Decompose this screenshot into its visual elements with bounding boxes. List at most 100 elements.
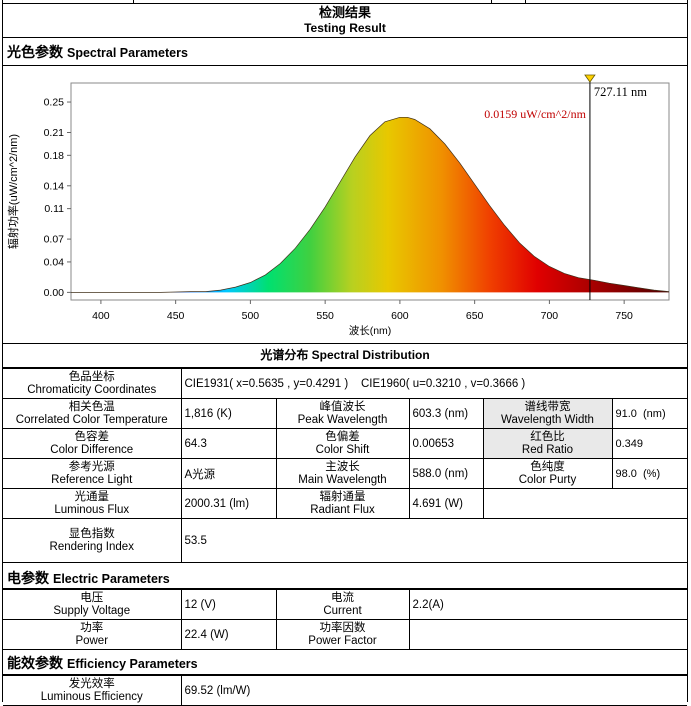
electric-table: 电压 Supply Voltage 12 (V) 电流 Current 2.2(A)… bbox=[3, 589, 687, 650]
radiant-flux-value: 4.691 (W) bbox=[408, 488, 484, 519]
y-tick-label: 0.07 bbox=[44, 234, 65, 246]
section-efficiency-cn: 能效参数 bbox=[7, 655, 63, 671]
peak-wavelength-value: 603.3 (nm) bbox=[408, 398, 484, 429]
label-cn: 色品坐标 bbox=[68, 370, 115, 383]
label-en: Luminous Efficiency bbox=[40, 690, 143, 703]
color-shift-value: 0.00653 bbox=[408, 428, 484, 459]
wavelength-width-value: 91.0 (nm) bbox=[611, 398, 687, 429]
label-cn: 主波长 bbox=[325, 460, 360, 473]
label-en: Supply Voltage bbox=[53, 604, 131, 617]
chromaticity-value: CIE1931( x=0.5635 , y=0.4291 ) CIE1960( … bbox=[180, 368, 687, 399]
label-cn: 功率因数 bbox=[319, 621, 366, 634]
x-tick-label: 550 bbox=[316, 310, 334, 322]
y-tick-label: 0.14 bbox=[44, 180, 65, 192]
power-value: 22.4 (W) bbox=[180, 619, 277, 650]
label-cn: 电压 bbox=[80, 591, 104, 604]
current-value: 2.2(A) bbox=[408, 589, 687, 620]
label-en: Color Difference bbox=[50, 443, 134, 456]
label-en: Radiant Flux bbox=[310, 503, 375, 516]
luminous-flux-label: 光通量 Luminous Flux bbox=[3, 488, 182, 519]
main-wavelength-value: 588.0 (nm) bbox=[408, 458, 484, 489]
luminous-efficiency-value: 69.52 (lm/W) bbox=[180, 675, 687, 706]
empty-cell bbox=[482, 488, 687, 519]
cct-value: 1,816 (K) bbox=[180, 398, 277, 429]
y-tick-label: 0.04 bbox=[44, 256, 65, 268]
section-electric: 电参数 Electric Parameters bbox=[3, 562, 687, 589]
reference-light-label: 参考光源 Reference Light bbox=[3, 458, 182, 489]
label-en: Power Factor bbox=[308, 634, 377, 647]
spectrum-chart: 0.00 0.04 0.07 0.11 0.14 0.18 0.21 0.25 400 450 5… bbox=[6, 74, 670, 337]
power-label: 功率 Power bbox=[3, 619, 182, 650]
color-shift-label: 色偏差 Color Shift bbox=[275, 428, 410, 459]
section-spectral-en: Spectral Parameters bbox=[67, 46, 188, 60]
cursor-marker-icon[interactable] bbox=[584, 74, 596, 83]
y-tick-label: 0.00 bbox=[44, 287, 65, 299]
label-cn: 发光效率 bbox=[68, 677, 115, 690]
x-tick-label: 650 bbox=[466, 310, 484, 322]
table-row: 发光效率 Luminous Efficiency 69.52 (lm/W) bbox=[3, 675, 687, 706]
table-row: 电压 Supply Voltage 12 (V) 电流 Current 2.2(A) bbox=[3, 589, 687, 620]
luminous-efficiency-label: 发光效率 Luminous Efficiency bbox=[3, 675, 182, 706]
section-spectral: 光色参数 Spectral Parameters bbox=[3, 38, 687, 66]
table-row: 色品坐标 Chromaticity Coordinates CIE1931( x=… bbox=[3, 368, 687, 399]
section-electric-en: Electric Parameters bbox=[53, 572, 170, 586]
label-cn: 峰值波长 bbox=[319, 400, 366, 413]
voltage-label: 电压 Supply Voltage bbox=[3, 589, 182, 620]
rendering-index-label: 显色指数 Rendering Index bbox=[3, 518, 182, 563]
title-cn: 检测结果 bbox=[318, 5, 371, 20]
top-strip bbox=[3, 0, 687, 4]
radiant-flux-label: 辐射通量 Radiant Flux bbox=[275, 488, 410, 519]
y-axis-label: 辐射功率(uW/cm^2/nm) bbox=[6, 134, 20, 249]
table-row: 相关色温 Correlated Color Temperature 1,816 (… bbox=[3, 398, 687, 429]
power-factor-label: 功率因数 Power Factor bbox=[275, 619, 410, 650]
section-spectral-cn: 光色参数 bbox=[7, 44, 63, 60]
label-en: Power bbox=[75, 634, 109, 647]
section-efficiency: 能效参数 Efficiency Parameters bbox=[3, 649, 687, 675]
wavelength-width-label: 谱线带宽 Wavelength Width bbox=[482, 398, 613, 429]
y-tick-label: 0.18 bbox=[44, 150, 65, 162]
y-tick-label: 0.21 bbox=[44, 127, 65, 139]
title-en: Testing Result bbox=[304, 21, 386, 35]
x-tick-label: 600 bbox=[391, 310, 409, 322]
distribution-header: 光谱分布 Spectral Distribution bbox=[3, 343, 687, 368]
chromaticity-label: 色品坐标 Chromaticity Coordinates bbox=[3, 368, 182, 399]
label-cn: 色纯度 bbox=[530, 460, 565, 473]
label-en: Red Ratio bbox=[521, 443, 574, 456]
x-tick-label: 400 bbox=[92, 310, 110, 322]
x-tick-group: 400 450 500 550 600 650 700 750 bbox=[92, 300, 633, 322]
red-ratio-value: 0.349 bbox=[611, 428, 687, 459]
label-en: Luminous Flux bbox=[54, 503, 130, 516]
x-tick-label: 700 bbox=[541, 310, 559, 322]
label-en: Current bbox=[323, 604, 362, 617]
current-label: 电流 Current bbox=[275, 589, 410, 620]
peak-wavelength-label: 峰值波长 Peak Wavelength bbox=[275, 398, 410, 429]
cursor-y-readout: 0.0159 uW/cm^2/nm bbox=[484, 107, 586, 121]
label-cn: 参考光源 bbox=[68, 460, 115, 473]
luminous-flux-value: 2000.31 (lm) bbox=[180, 488, 277, 519]
cursor-x-readout: 727.11 nm bbox=[594, 85, 647, 99]
label-en: Correlated Color Temperature bbox=[15, 413, 168, 426]
color-purity-value: 98.0 (%) bbox=[611, 458, 687, 489]
label-cn: 电流 bbox=[331, 591, 354, 604]
section-electric-cn: 电参数 bbox=[7, 570, 49, 586]
report-title: 检测结果 Testing Result bbox=[3, 3, 687, 38]
rendering-index-value: 53.5 bbox=[180, 518, 687, 563]
power-factor-value bbox=[408, 619, 687, 650]
label-en: Reference Light bbox=[51, 473, 133, 486]
spectrum-outline bbox=[71, 116, 670, 293]
label-en: Main Wavelength bbox=[298, 473, 387, 486]
label-cn: 红色比 bbox=[530, 430, 565, 443]
cct-label: 相关色温 Correlated Color Temperature bbox=[3, 398, 182, 429]
x-tick-label: 750 bbox=[615, 310, 633, 322]
y-tick-label: 0.25 bbox=[44, 97, 65, 109]
main-wavelength-label: 主波长 Main Wavelength bbox=[275, 458, 410, 489]
x-tick-label: 450 bbox=[167, 310, 185, 322]
red-ratio-label: 红色比 Red Ratio bbox=[482, 428, 613, 459]
label-cn: 辐射通量 bbox=[319, 490, 366, 503]
color-difference-value: 64.3 bbox=[180, 428, 277, 459]
label-cn: 色容差 bbox=[74, 430, 110, 443]
x-axis-label: 波长(nm) bbox=[349, 324, 392, 337]
label-cn: 显色指数 bbox=[68, 527, 115, 540]
y-tick-label: 0.11 bbox=[44, 203, 64, 215]
